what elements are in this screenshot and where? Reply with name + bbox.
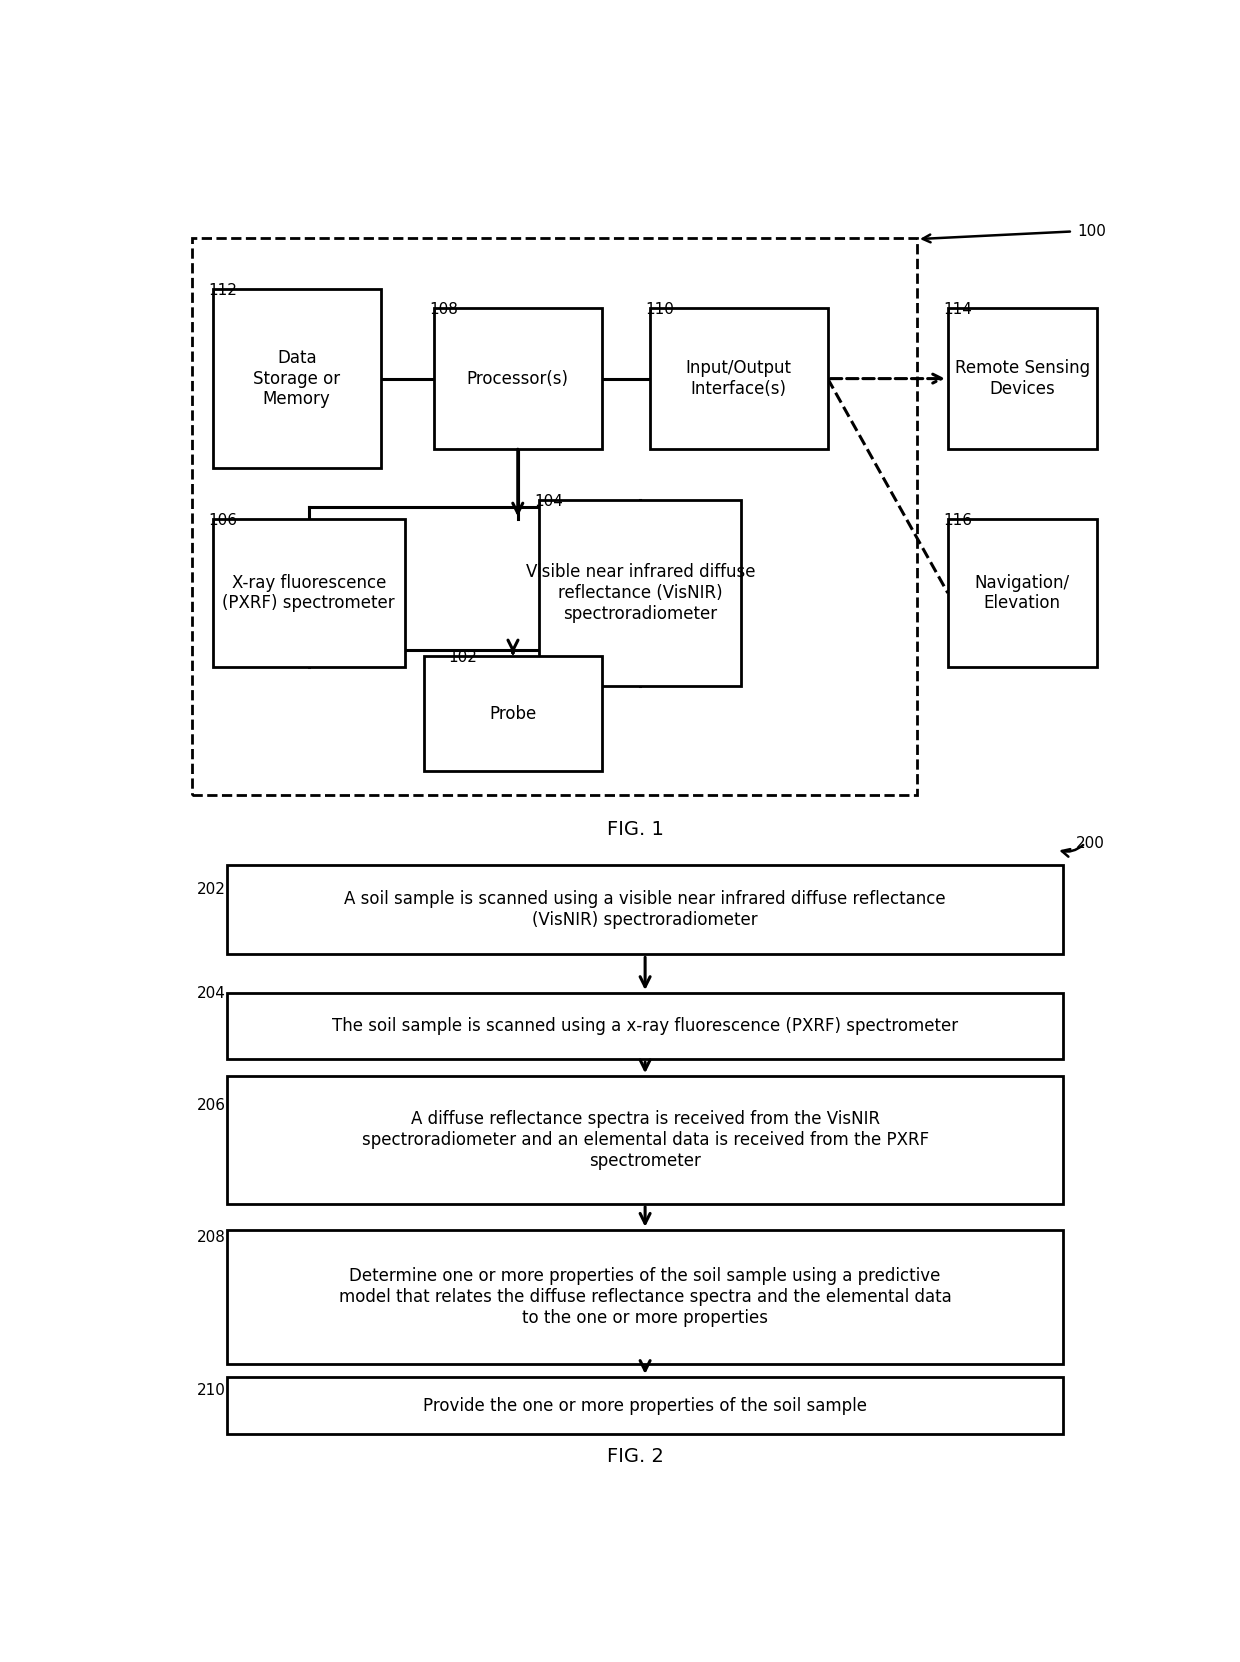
Text: 208: 208 <box>197 1230 226 1245</box>
Text: FIG. 1: FIG. 1 <box>608 819 663 839</box>
Text: 210: 210 <box>197 1383 226 1398</box>
Bar <box>650 307 828 449</box>
Text: 112: 112 <box>208 283 237 297</box>
Text: X-ray fluorescence
(PXRF) spectrometer: X-ray fluorescence (PXRF) spectrometer <box>222 573 396 612</box>
Text: FIG. 2: FIG. 2 <box>608 1446 663 1466</box>
Text: 202: 202 <box>197 881 226 896</box>
Text: Processor(s): Processor(s) <box>466 369 569 387</box>
Text: 114: 114 <box>942 302 972 317</box>
Bar <box>424 656 601 771</box>
Bar <box>227 1075 1063 1203</box>
Text: 204: 204 <box>197 987 226 1002</box>
Bar <box>227 1230 1063 1365</box>
Bar <box>213 519 404 666</box>
Text: 200: 200 <box>1075 836 1105 851</box>
Text: Remote Sensing
Devices: Remote Sensing Devices <box>955 359 1090 397</box>
Bar <box>947 519 1096 666</box>
Text: Navigation/
Elevation: Navigation/ Elevation <box>975 573 1070 612</box>
Text: 102: 102 <box>448 650 477 665</box>
Bar <box>227 992 1063 1059</box>
Text: The soil sample is scanned using a x-ray fluorescence (PXRF) spectrometer: The soil sample is scanned using a x-ray… <box>332 1017 959 1035</box>
Text: Determine one or more properties of the soil sample using a predictive
model tha: Determine one or more properties of the … <box>339 1266 951 1326</box>
Text: Data
Storage or
Memory: Data Storage or Memory <box>253 349 340 409</box>
Text: 104: 104 <box>534 494 563 509</box>
Bar <box>227 1376 1063 1434</box>
Text: Probe: Probe <box>490 705 537 723</box>
Text: 110: 110 <box>645 302 675 317</box>
Bar <box>434 307 601 449</box>
Bar <box>191 238 918 794</box>
Text: 108: 108 <box>429 302 458 317</box>
Bar <box>227 864 1063 954</box>
Text: Provide the one or more properties of the soil sample: Provide the one or more properties of th… <box>423 1396 867 1414</box>
Bar <box>947 307 1096 449</box>
Text: 100: 100 <box>1078 224 1106 239</box>
Text: A diffuse reflectance spectra is received from the VisNIR
spectroradiometer and : A diffuse reflectance spectra is receive… <box>362 1110 929 1170</box>
Text: 206: 206 <box>197 1099 226 1114</box>
Text: 116: 116 <box>942 514 972 529</box>
Bar <box>213 289 381 469</box>
Bar <box>539 500 742 686</box>
Text: Visible near infrared diffuse
reflectance (VisNIR)
spectroradiometer: Visible near infrared diffuse reflectanc… <box>526 563 755 623</box>
Text: 106: 106 <box>208 514 237 529</box>
Text: A soil sample is scanned using a visible near infrared diffuse reflectance
(VisN: A soil sample is scanned using a visible… <box>345 891 946 929</box>
Text: Input/Output
Interface(s): Input/Output Interface(s) <box>686 359 792 397</box>
